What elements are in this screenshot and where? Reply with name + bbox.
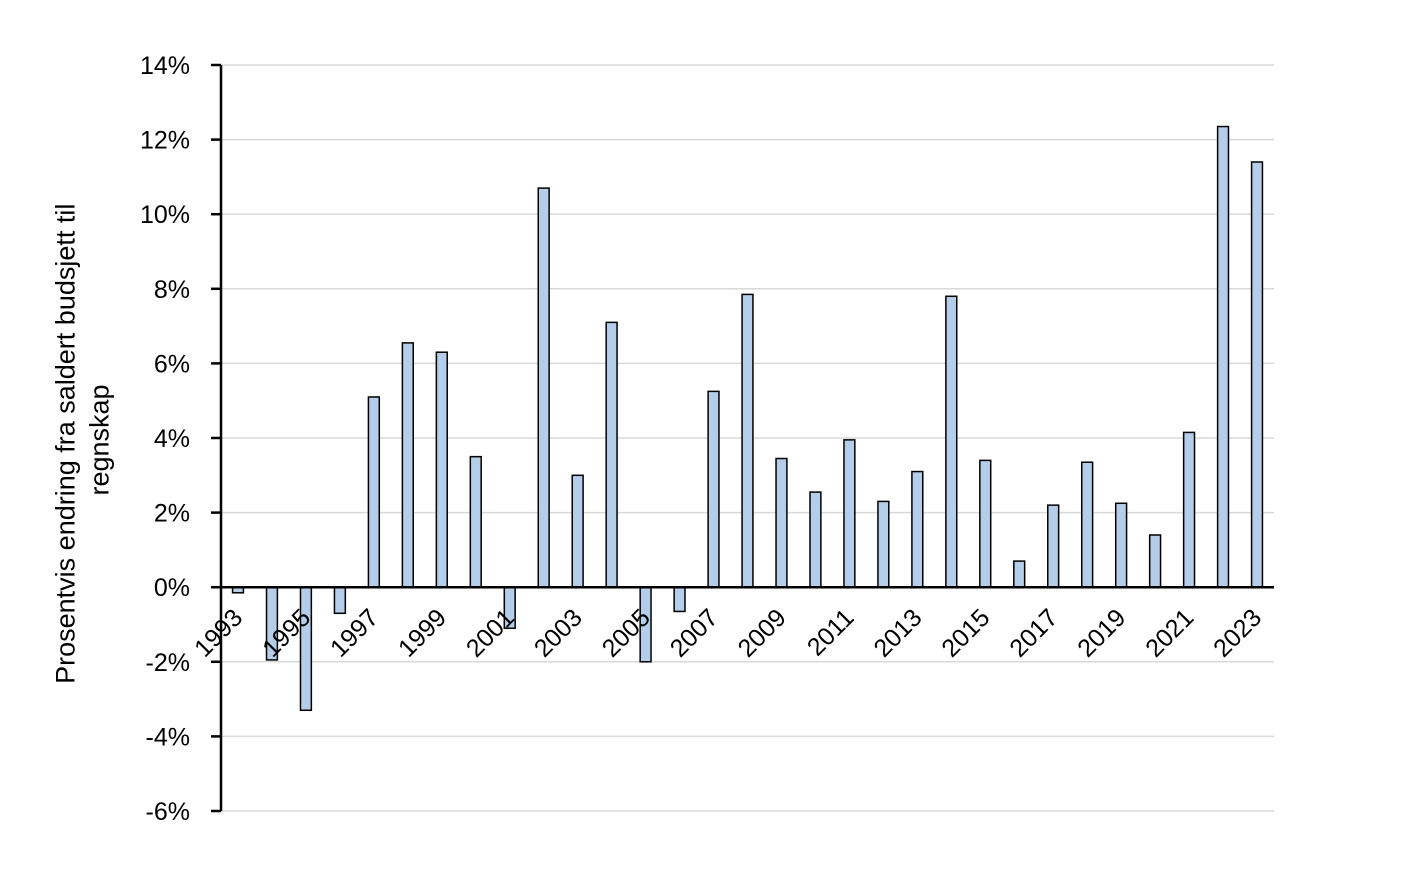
x-tick-label: 2015 xyxy=(936,604,995,663)
y-tick-label: -2% xyxy=(146,649,190,677)
x-tick-label: 2023 xyxy=(1208,604,1267,663)
y-tick-label: 8% xyxy=(154,276,190,304)
bar-2010 xyxy=(809,491,822,588)
bar-2004 xyxy=(605,321,618,588)
y-tick-label: 0% xyxy=(154,574,190,602)
bar-2009 xyxy=(775,457,788,588)
y-tick-label: -4% xyxy=(146,723,190,751)
bar-2022 xyxy=(1216,125,1230,588)
y-tick-label: 2% xyxy=(154,500,190,528)
y-tick-label: 10% xyxy=(140,201,190,229)
y-tick-label: 4% xyxy=(154,425,190,453)
bar-2013 xyxy=(911,470,924,588)
x-tick-label: 1993 xyxy=(189,604,248,663)
bar-2018 xyxy=(1080,461,1094,588)
bar-2011 xyxy=(843,439,856,588)
y-tick-label: -6% xyxy=(146,798,190,826)
x-tick-label: 2007 xyxy=(665,604,724,663)
bar-2020 xyxy=(1148,534,1162,588)
bar-1998 xyxy=(401,342,415,588)
x-tick-label: 2003 xyxy=(529,604,588,663)
x-tick-label: 2017 xyxy=(1004,604,1063,663)
y-axis-ticks: 14% 12% 10% 8% 6% 4% 2% 0% -2% -4% -6% xyxy=(140,52,221,826)
x-tick-label: 1999 xyxy=(393,604,452,663)
y-axis-label-line-2: regnskap xyxy=(84,384,114,495)
bar-1996 xyxy=(333,586,347,615)
y-tick-label: 12% xyxy=(140,127,190,155)
bar-2019 xyxy=(1114,502,1128,588)
y-axis-label: Prosentvis endring fra saldert budsjett … xyxy=(51,196,115,684)
bar-2014 xyxy=(945,295,958,588)
bar-2023 xyxy=(1250,161,1264,588)
bar-2007 xyxy=(707,390,720,588)
y-tick-label: 6% xyxy=(154,350,190,378)
bar-2003 xyxy=(571,474,584,588)
x-tick-label: 2019 xyxy=(1072,604,1131,663)
x-tick-label: 2011 xyxy=(802,604,860,662)
y-tick-label: 14% xyxy=(140,52,190,80)
bars xyxy=(231,125,1264,712)
bar-2002 xyxy=(537,187,550,588)
y-axis-label-line-1: Prosentvis endring fra saldert budsjett … xyxy=(51,204,81,684)
bar-2008 xyxy=(741,293,754,588)
bar-2021 xyxy=(1182,431,1196,588)
x-tick-label: 2021 xyxy=(1140,604,1199,663)
x-tick-label: 2009 xyxy=(733,604,792,663)
bar-2017 xyxy=(1047,504,1060,588)
bar-1995 xyxy=(299,586,313,712)
x-axis-ticks: 1993 1995 1997 1999 2001 2003 2005 2007 2009 2011… xyxy=(189,604,1267,663)
bar-2006 xyxy=(673,586,686,613)
bar-1997 xyxy=(367,396,381,588)
bar-2015 xyxy=(979,459,992,588)
bar-2012 xyxy=(877,500,890,588)
bar-2016 xyxy=(1013,560,1026,588)
bar-1999 xyxy=(435,351,448,588)
bar-2000 xyxy=(469,455,482,588)
x-tick-label: 2013 xyxy=(868,604,927,663)
